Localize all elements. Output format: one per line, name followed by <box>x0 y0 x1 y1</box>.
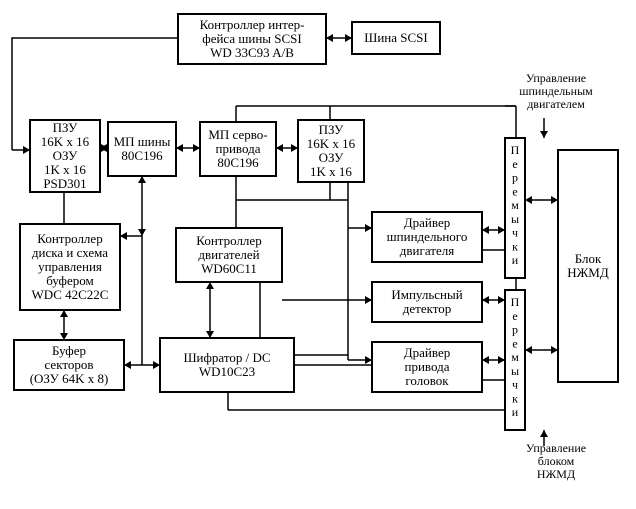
node-rom1: ПЗУ16K x 16ОЗУ1K x 16PSD301 <box>30 120 100 192</box>
svg-text:буфером: буфером <box>46 273 93 288</box>
node-spindle_drv: Драйвершпиндельногодвигателя <box>372 212 482 262</box>
svg-text:Шина SCSI: Шина SCSI <box>364 30 428 45</box>
svg-text:WD60C11: WD60C11 <box>201 261 257 276</box>
svg-text:ПЗУ: ПЗУ <box>319 122 345 137</box>
svg-text:м: м <box>511 198 519 212</box>
svg-text:Блок: Блок <box>575 251 602 266</box>
svg-text:WD10C23: WD10C23 <box>199 364 255 379</box>
svg-text:НЖМД: НЖМД <box>567 265 609 280</box>
svg-text:WDC 42C22C: WDC 42C22C <box>32 287 109 302</box>
svg-text:Контроллер: Контроллер <box>196 233 261 248</box>
svg-text:Импульсный: Импульсный <box>391 287 462 302</box>
node-head_drv: Драйверприводаголовок <box>372 342 482 392</box>
node-encoder: Шифратор / DCWD10C23 <box>160 338 294 392</box>
svg-text:80C196: 80C196 <box>217 155 259 170</box>
svg-text:16K x 16: 16K x 16 <box>307 136 356 151</box>
svg-text:Драйвер: Драйвер <box>404 345 450 360</box>
svg-text:диска и схема: диска и схема <box>32 245 108 260</box>
svg-text:Буфер: Буфер <box>52 343 86 358</box>
svg-text:е: е <box>512 336 517 350</box>
svg-text:е: е <box>512 157 517 171</box>
svg-text:1K x 16: 1K x 16 <box>310 164 352 179</box>
svg-text:ОЗУ: ОЗУ <box>53 148 79 163</box>
node-disk_ctrl: Контроллердиска и схемауправлениябуфером… <box>20 224 120 310</box>
svg-text:р: р <box>512 171 518 185</box>
svg-text:П: П <box>511 295 520 309</box>
svg-text:привода: привода <box>405 359 450 374</box>
svg-text:и: и <box>512 253 519 267</box>
node-mp_servo: МП серво-привода80C196 <box>200 122 276 176</box>
node-jumpers2: Перемычки <box>505 290 525 430</box>
svg-text:управления: управления <box>38 259 102 274</box>
label-spindle_mgmt: Управление <box>526 71 586 85</box>
svg-text:ПЗУ: ПЗУ <box>53 120 79 135</box>
node-scsi_bus: Шина SCSI <box>352 22 440 54</box>
svg-text:к: к <box>512 391 518 405</box>
svg-text:МП шины: МП шины <box>114 134 171 149</box>
svg-text:фейса шины SCSI: фейса шины SCSI <box>202 31 301 46</box>
node-mp_bus: МП шины80C196 <box>108 122 176 176</box>
node-rom2: ПЗУ16K x 16ОЗУ1K x 16 <box>298 120 364 182</box>
svg-text:16K x 16: 16K x 16 <box>41 134 90 149</box>
node-jumpers1: Перемычки <box>505 138 525 278</box>
label-spindle_mgmt: двигателем <box>527 97 585 111</box>
svg-text:двигателей: двигателей <box>198 247 259 262</box>
svg-text:WD 33C93 A/B: WD 33C93 A/B <box>210 45 294 60</box>
svg-text:е: е <box>512 184 517 198</box>
svg-text:шпиндельного: шпиндельного <box>387 229 468 244</box>
label-hdd_mgmt: Управление <box>526 441 586 455</box>
node-scsi_ctrl: Контроллер интер-фейса шины SCSIWD 33C93… <box>178 14 326 64</box>
svg-text:головок: головок <box>405 373 449 388</box>
svg-text:е: е <box>512 309 517 323</box>
svg-text:и: и <box>512 405 519 419</box>
svg-text:р: р <box>512 323 518 337</box>
svg-text:1K x 16: 1K x 16 <box>44 162 86 177</box>
svg-text:детектор: детектор <box>403 301 452 316</box>
svg-text:PSD301: PSD301 <box>43 176 86 191</box>
svg-text:ы: ы <box>511 364 519 378</box>
svg-text:Контроллер интер-: Контроллер интер- <box>200 17 305 32</box>
label-hdd_mgmt: НЖМД <box>537 467 575 481</box>
node-motor_ctrl: КонтроллердвигателейWD60C11 <box>176 228 282 282</box>
svg-text:секторов: секторов <box>45 357 94 372</box>
label-spindle_mgmt: шпиндельным <box>519 84 593 98</box>
svg-text:ы: ы <box>511 212 519 226</box>
svg-text:Шифратор / DC: Шифратор / DC <box>183 350 270 365</box>
svg-text:привода: привода <box>216 141 261 156</box>
node-pulse_det: Импульсныйдетектор <box>372 282 482 322</box>
svg-text:Драйвер: Драйвер <box>404 215 450 230</box>
node-hdd: БлокНЖМД <box>558 150 618 382</box>
svg-text:МП серво-: МП серво- <box>208 127 267 142</box>
svg-text:двигателя: двигателя <box>400 243 454 258</box>
svg-text:ОЗУ: ОЗУ <box>319 150 345 165</box>
node-sector_buf: Буферсекторов(ОЗУ 64K x 8) <box>14 340 124 390</box>
svg-text:(ОЗУ 64K x 8): (ОЗУ 64K x 8) <box>30 371 109 386</box>
label-hdd_mgmt: блоком <box>538 454 575 468</box>
svg-text:80C196: 80C196 <box>121 148 163 163</box>
svg-text:П: П <box>511 143 520 157</box>
svg-text:ч: ч <box>512 226 518 240</box>
svg-text:Контроллер: Контроллер <box>37 231 102 246</box>
svg-text:ч: ч <box>512 378 518 392</box>
svg-text:к: к <box>512 239 518 253</box>
svg-text:м: м <box>511 350 519 364</box>
